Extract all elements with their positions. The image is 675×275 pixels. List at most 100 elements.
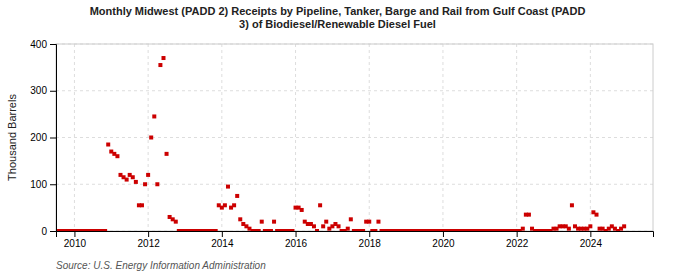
x-tick-mark (148, 231, 149, 237)
point (318, 203, 322, 207)
point (337, 224, 341, 228)
x-tick: 2018 (359, 231, 382, 249)
y-tick: 200 (30, 132, 56, 143)
x-tick-label: 2016 (285, 238, 308, 249)
x-tick: 2016 (285, 231, 308, 249)
point (235, 194, 239, 198)
point (174, 220, 178, 224)
point (161, 56, 165, 60)
point (226, 185, 230, 189)
x-tick: 2022 (506, 231, 529, 249)
point (595, 213, 599, 217)
point (125, 178, 129, 182)
point (134, 180, 138, 184)
title: Monthly Midwest (PADD 2) Receipts by Pip… (90, 5, 586, 30)
point (290, 229, 294, 231)
x-tick-label: 2020 (432, 238, 455, 249)
point (143, 182, 147, 186)
point (315, 229, 319, 231)
y-tick-label: 400 (30, 39, 47, 50)
x-tick-mark (517, 231, 518, 237)
point (588, 224, 592, 228)
point (223, 203, 227, 207)
point (140, 203, 144, 207)
point (376, 220, 380, 224)
y-axis: 0 100 200 300 400 (30, 39, 56, 237)
y-tick-mark (50, 44, 56, 45)
point (521, 227, 525, 231)
x-tick-mark (222, 231, 223, 237)
y-axis-title: Thousand Barrels (6, 94, 18, 181)
point (321, 224, 325, 228)
point (257, 229, 261, 231)
point (214, 229, 218, 231)
point (152, 114, 156, 118)
point (269, 229, 273, 231)
point (346, 227, 350, 231)
y-tick-label: 100 (30, 179, 47, 190)
x-tick-label: 2022 (506, 238, 529, 249)
x-tick: 2012 (138, 231, 161, 249)
x-axis: 2010 2012 2014 2016 2018 2020 2022 2024 (57, 231, 654, 249)
y-tick: 300 (30, 85, 56, 96)
plot-frame (56, 44, 653, 231)
point (349, 217, 353, 221)
point (131, 175, 135, 179)
point (232, 203, 236, 207)
point (106, 143, 110, 147)
y-tick-mark (50, 231, 56, 232)
point (324, 220, 328, 224)
point (158, 63, 162, 67)
x-tick: 2010 (64, 231, 87, 249)
point (149, 136, 153, 140)
x-tick-label: 2010 (64, 238, 87, 249)
y-tick-mark (50, 184, 56, 185)
x-tick-mark (296, 231, 297, 237)
x-tick-label: 2014 (211, 238, 234, 249)
grid-line-x (295, 44, 296, 231)
point (155, 182, 159, 186)
y-tick-label: 200 (30, 132, 47, 143)
point (115, 154, 119, 158)
plot: 2010 2012 2014 2016 2018 2020 2022 2024 0 100 200 3… (6, 39, 654, 249)
point (272, 220, 276, 224)
y-axis-line (50, 45, 57, 232)
y-tick-mark (50, 138, 56, 139)
x-tick: 2014 (211, 231, 234, 249)
x-tick-label: 2024 (580, 238, 603, 249)
point (260, 220, 264, 224)
point (361, 229, 365, 231)
y-tick: 400 (30, 39, 56, 50)
x-tick-label: 2018 (359, 238, 382, 249)
x-tick-mark (590, 231, 591, 237)
y-tick-label: 300 (30, 85, 47, 96)
point (146, 173, 150, 177)
chart: Monthly Midwest (PADD 2) Receipts by Pip… (0, 0, 675, 275)
x-tick-mark (443, 231, 444, 237)
point (312, 224, 316, 228)
x-tick-mark (369, 231, 370, 237)
grid-line-x (221, 44, 222, 231)
y-tick: 0 (41, 226, 56, 237)
point (567, 227, 571, 231)
x-axis-line (57, 232, 654, 238)
y-tick: 100 (30, 179, 56, 190)
point (527, 213, 531, 217)
x-tick: 2020 (432, 231, 455, 249)
grid (56, 44, 653, 231)
point (367, 220, 371, 224)
point (570, 203, 574, 207)
x-tick-mark (74, 231, 75, 237)
point (165, 152, 169, 156)
source: Source: U.S. Energy Information Administ… (56, 260, 266, 271)
grid-line-y (56, 90, 653, 91)
point (103, 229, 107, 231)
points (57, 56, 626, 231)
point (373, 229, 377, 231)
point (300, 208, 304, 212)
grid-line-x (516, 44, 517, 231)
y-tick-mark (50, 91, 56, 92)
x-tick-label: 2012 (138, 238, 161, 249)
point (238, 217, 242, 221)
point (622, 224, 626, 228)
